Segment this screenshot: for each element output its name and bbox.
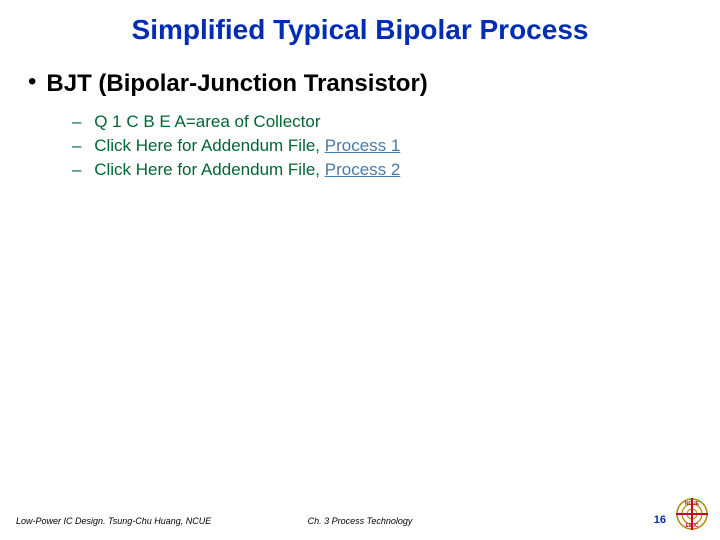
dash-icon: –	[72, 160, 81, 179]
sub-item-0: – Q 1 C B E A=area of Collector	[72, 112, 321, 132]
dash-icon: –	[72, 136, 81, 155]
sub-item-1: – Click Here for Addendum File, Process …	[72, 136, 400, 156]
footer-center: Ch. 3 Process Technology	[0, 516, 720, 526]
dash-icon: –	[72, 112, 81, 131]
slide-title: Simplified Typical Bipolar Process	[0, 14, 720, 46]
logo-text2: EE.IC	[685, 523, 698, 529]
logo-icon: NCUE EE.IC	[674, 496, 710, 532]
footer: Low-Power IC Design. Tsung-Chu Huang, NC…	[0, 506, 720, 526]
link-process1[interactable]: Process 1	[325, 136, 401, 155]
sub-text-1: Click Here for Addendum File,	[94, 136, 325, 155]
logo-text1: NCUE	[685, 501, 700, 507]
footer-page: 16	[654, 514, 666, 526]
bullet-dot: •	[28, 70, 36, 94]
sub-item-2: – Click Here for Addendum File, Process …	[72, 160, 400, 180]
link-process2[interactable]: Process 2	[325, 160, 401, 179]
slide: { "title": { "text": "Simplified Typical…	[0, 0, 720, 540]
sub-text-0: Q 1 C B E A=area of Collector	[94, 112, 320, 131]
bullet-bjt: • BJT (Bipolar-Junction Transistor)	[28, 70, 428, 98]
bullet-text: BJT (Bipolar-Junction Transistor)	[46, 70, 427, 98]
sub-text-2: Click Here for Addendum File,	[94, 160, 325, 179]
